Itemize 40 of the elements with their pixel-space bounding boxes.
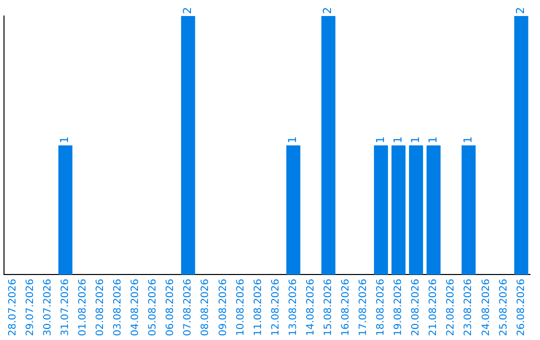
x-tick-label: 05.08.2026 [148, 278, 159, 336]
x-tick-label: 24.08.2026 [480, 278, 492, 336]
x-tick-label: 21.08.2026 [428, 278, 440, 336]
x-tick-label: 29.07.2026 [24, 278, 36, 336]
x-tick-label: 08.08.2026 [200, 278, 212, 336]
x-tick-label: 15.08.2026 [322, 278, 334, 336]
data-label: 1 [374, 136, 387, 144]
x-tick-label: 02.08.2026 [95, 278, 106, 336]
x-tick-label: 18.08.2026 [376, 278, 387, 336]
data-label: 1 [286, 136, 300, 144]
x-tick-label: 01.08.2026 [77, 278, 88, 336]
x-tick-label: 22.08.2026 [446, 278, 457, 336]
data-label: 1 [461, 136, 474, 144]
data-label: 1 [426, 136, 440, 144]
data-label: 1 [408, 136, 422, 144]
data-label: 1 [58, 136, 72, 144]
x-tick-label: 20.08.2026 [410, 278, 422, 336]
x-tick-label: 13.08.2026 [288, 278, 299, 336]
x-tick-label: 11.08.2026 [252, 278, 264, 336]
x-tick-label: 14.08.2026 [305, 278, 316, 336]
x-tick-label: 06.08.2026 [165, 278, 176, 336]
x-tick-label: 16.08.2026 [340, 278, 352, 336]
x-tick-label: 09.08.2026 [218, 278, 229, 336]
x-tick-label: 30.07.2026 [42, 278, 54, 336]
x-tick-label: 31.07.2026 [60, 278, 71, 336]
x-tick-label: 19.08.2026 [393, 278, 404, 336]
x-tick-label: 07.08.2026 [182, 278, 194, 336]
x-tick-label: 23.08.2026 [463, 278, 474, 336]
x-tick-label: 12.08.2026 [270, 278, 282, 336]
x-tick-label: 26.08.2026 [516, 278, 527, 336]
data-label: 2 [321, 7, 334, 14]
x-tick-label: 28.07.2026 [7, 278, 18, 336]
x-tick-label: 10.08.2026 [235, 278, 246, 336]
data-label: 2 [180, 7, 194, 14]
data-label: 2 [514, 7, 528, 14]
data-label: 1 [391, 136, 404, 144]
x-tick-label: 25.08.2026 [498, 278, 510, 336]
x-tick-label: 17.08.2026 [358, 278, 370, 336]
x-tick-label: 04.08.2026 [130, 278, 142, 336]
x-tick-label: 03.08.2026 [112, 278, 124, 336]
